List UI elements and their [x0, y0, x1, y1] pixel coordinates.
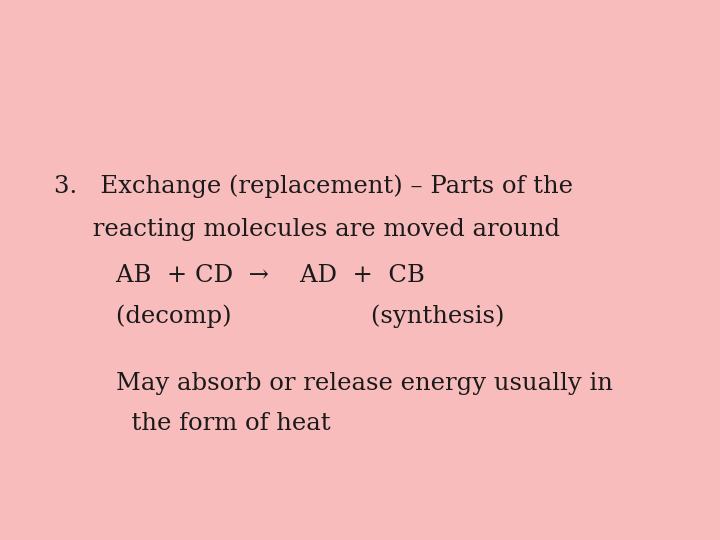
- Text: the form of heat: the form of heat: [54, 413, 330, 435]
- Text: May absorb or release energy usually in: May absorb or release energy usually in: [54, 372, 613, 395]
- Text: reacting molecules are moved around: reacting molecules are moved around: [54, 218, 560, 241]
- Text: 3.   Exchange (replacement) – Parts of the: 3. Exchange (replacement) – Parts of the: [54, 174, 573, 198]
- Text: (decomp)                  (synthesis): (decomp) (synthesis): [54, 304, 505, 328]
- Text: AB  + CD  →    AD  +  CB: AB + CD → AD + CB: [54, 264, 425, 287]
